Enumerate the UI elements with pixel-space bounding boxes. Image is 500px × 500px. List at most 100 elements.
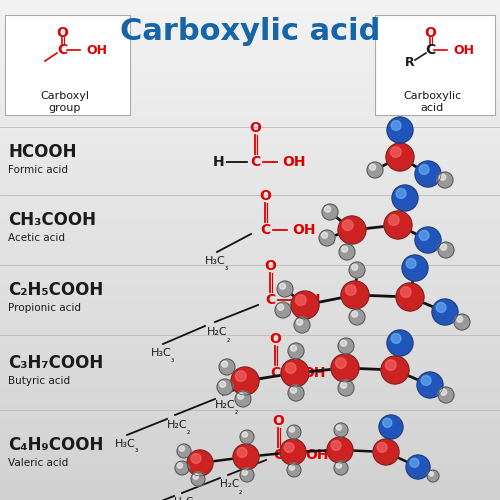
Bar xyxy=(0,475,500,478)
Bar xyxy=(0,62,500,65)
Circle shape xyxy=(324,206,330,212)
Bar xyxy=(0,5,500,8)
Text: C₄H₉COOH: C₄H₉COOH xyxy=(8,436,104,454)
Bar xyxy=(0,445,500,448)
Circle shape xyxy=(392,185,418,211)
Bar xyxy=(0,302,500,305)
Circle shape xyxy=(429,472,434,476)
Bar xyxy=(0,372,500,375)
Bar xyxy=(0,185,500,188)
Bar xyxy=(0,80,500,82)
Bar xyxy=(0,465,500,468)
Bar xyxy=(0,132,500,135)
Text: C₂H₅COOH: C₂H₅COOH xyxy=(8,281,104,299)
Bar xyxy=(0,12,500,15)
Text: ₃: ₃ xyxy=(225,264,228,272)
Bar xyxy=(0,38,500,40)
Bar xyxy=(0,452,500,455)
Bar xyxy=(0,355,500,358)
Circle shape xyxy=(289,427,294,432)
Bar xyxy=(0,262,500,265)
Bar xyxy=(0,178,500,180)
Text: OH: OH xyxy=(86,44,107,57)
Text: O: O xyxy=(249,121,261,135)
Bar xyxy=(0,425,500,428)
Bar xyxy=(0,175,500,178)
Circle shape xyxy=(280,439,306,465)
Bar xyxy=(0,160,500,162)
Circle shape xyxy=(427,470,439,482)
Text: ₂: ₂ xyxy=(187,428,190,436)
Circle shape xyxy=(391,334,401,344)
Circle shape xyxy=(346,285,356,296)
Text: C: C xyxy=(250,155,260,169)
Bar xyxy=(0,88,500,90)
Bar xyxy=(0,368,500,370)
Bar xyxy=(0,245,500,248)
Circle shape xyxy=(177,444,191,458)
Bar xyxy=(0,188,500,190)
Bar xyxy=(0,212,500,215)
Bar xyxy=(0,265,500,268)
Circle shape xyxy=(284,442,294,452)
Circle shape xyxy=(387,330,413,356)
Circle shape xyxy=(396,283,424,311)
Bar xyxy=(0,155,500,158)
Bar xyxy=(0,448,500,450)
Bar xyxy=(0,370,500,372)
Bar xyxy=(0,2,500,5)
Circle shape xyxy=(290,345,296,351)
Bar xyxy=(0,18,500,20)
Bar xyxy=(0,40,500,42)
Circle shape xyxy=(400,287,411,298)
Circle shape xyxy=(370,164,376,170)
Text: H₃C: H₃C xyxy=(114,439,136,449)
Bar xyxy=(0,42,500,45)
Bar xyxy=(0,52,500,55)
Circle shape xyxy=(419,164,429,174)
Bar xyxy=(0,28,500,30)
Bar xyxy=(0,478,500,480)
Circle shape xyxy=(238,393,244,399)
Circle shape xyxy=(338,338,354,354)
Circle shape xyxy=(336,425,342,430)
Bar xyxy=(0,320,500,322)
Circle shape xyxy=(410,458,419,468)
Bar xyxy=(0,202,500,205)
Bar xyxy=(0,15,500,18)
Circle shape xyxy=(432,299,458,325)
Circle shape xyxy=(334,461,348,475)
Bar xyxy=(0,420,500,422)
Bar xyxy=(0,108,500,110)
Bar xyxy=(0,498,500,500)
Text: Valeric acid: Valeric acid xyxy=(8,458,68,468)
Bar xyxy=(0,275,500,278)
Bar xyxy=(0,218,500,220)
Circle shape xyxy=(340,340,346,346)
FancyBboxPatch shape xyxy=(375,15,495,115)
Bar xyxy=(0,282,500,285)
Text: O: O xyxy=(56,26,68,40)
Circle shape xyxy=(287,425,301,439)
Circle shape xyxy=(336,358,346,368)
Bar xyxy=(0,362,500,365)
Bar xyxy=(0,338,500,340)
Circle shape xyxy=(391,120,401,130)
Circle shape xyxy=(406,455,430,479)
Bar xyxy=(0,85,500,87)
Circle shape xyxy=(240,468,254,482)
Circle shape xyxy=(287,463,301,477)
Circle shape xyxy=(331,440,341,450)
Circle shape xyxy=(438,242,454,258)
Circle shape xyxy=(440,389,446,395)
Circle shape xyxy=(377,442,387,452)
Bar xyxy=(0,388,500,390)
Text: OH: OH xyxy=(302,366,326,380)
Bar xyxy=(0,312,500,315)
Bar xyxy=(0,205,500,208)
Bar xyxy=(0,242,500,245)
Bar xyxy=(0,375,500,378)
Bar xyxy=(0,35,500,37)
Circle shape xyxy=(288,343,304,359)
Circle shape xyxy=(384,211,412,239)
